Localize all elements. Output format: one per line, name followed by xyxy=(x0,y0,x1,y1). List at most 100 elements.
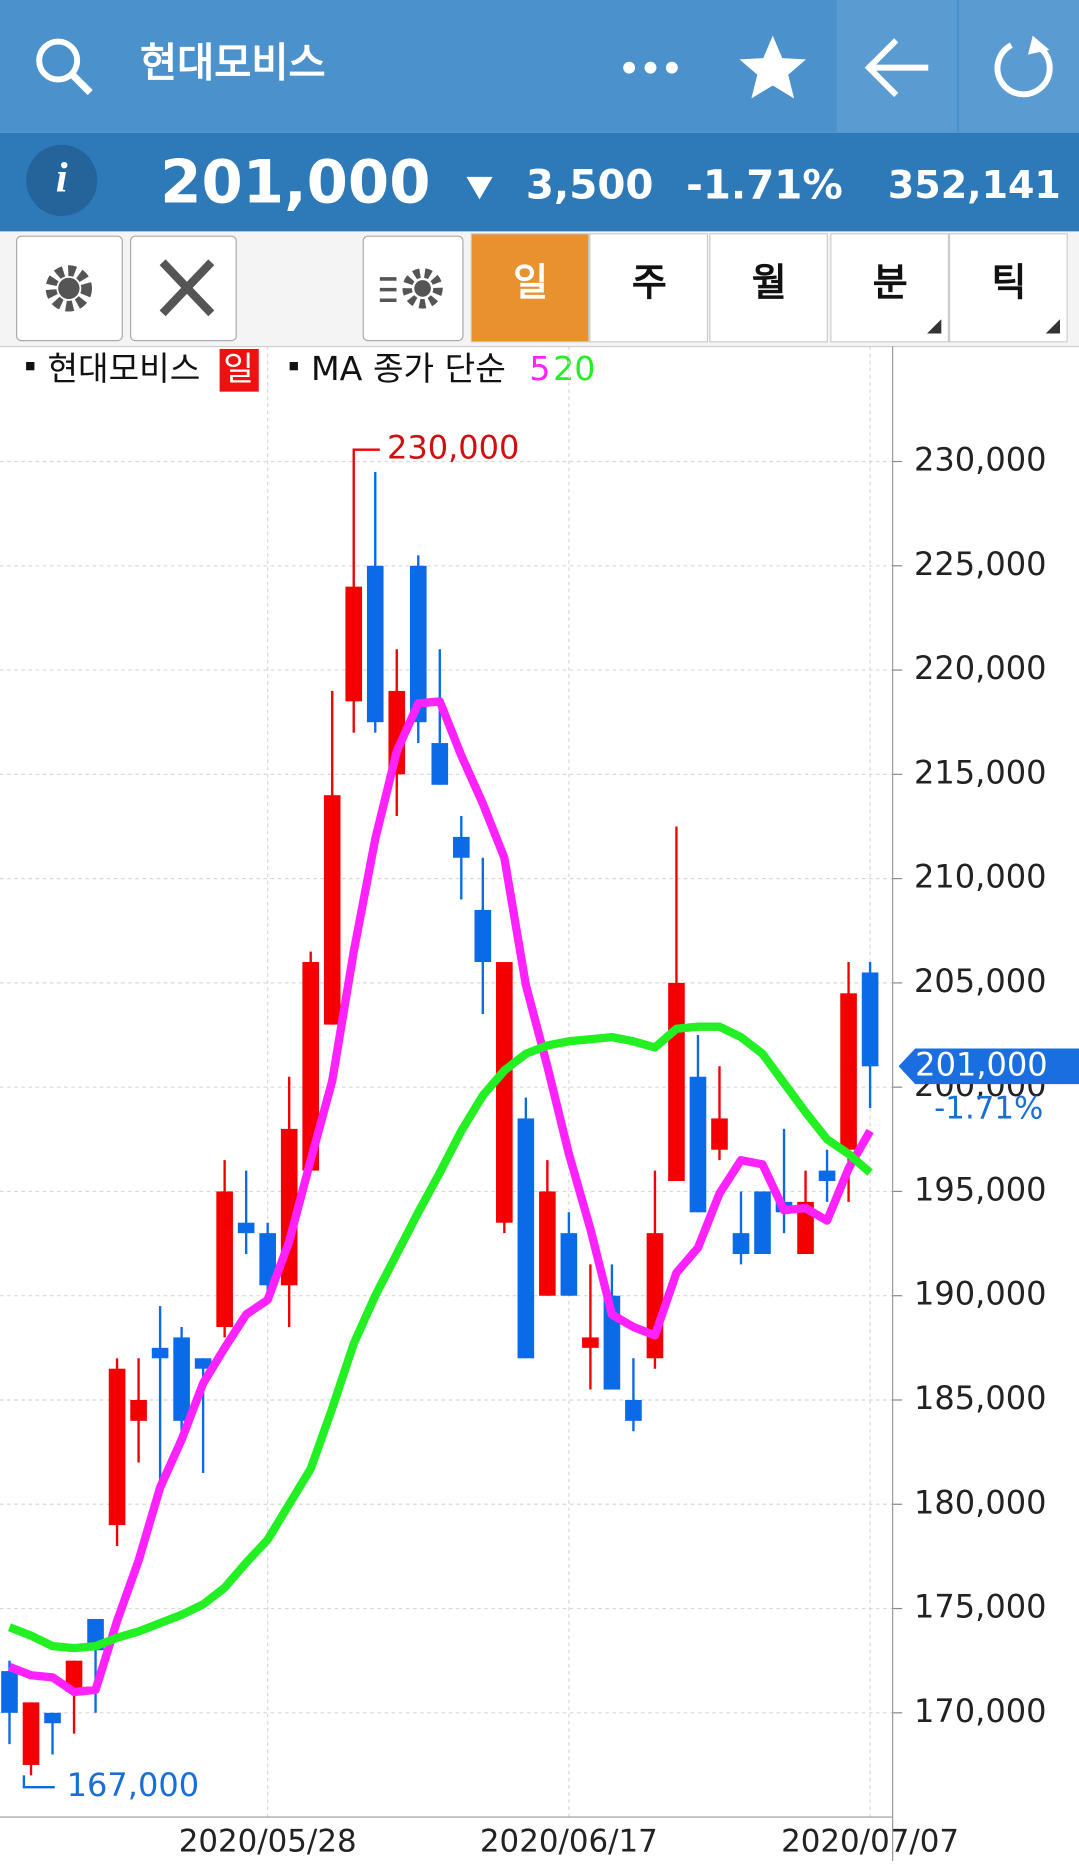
tab-bg xyxy=(830,233,950,343)
candle-body xyxy=(668,982,685,1182)
candle-body xyxy=(366,565,384,723)
indicator-button[interactable] xyxy=(362,235,464,342)
y-tick-label: 170,000 xyxy=(914,1692,1046,1730)
tab-bg xyxy=(589,233,709,343)
y-tick-label: 210,000 xyxy=(914,858,1046,896)
candle-body xyxy=(173,1337,190,1421)
ma-line xyxy=(7,1022,873,1653)
change: 3,500 xyxy=(526,162,654,209)
y-tick-label: 215,000 xyxy=(914,753,1046,791)
candle-body xyxy=(237,1222,255,1234)
candle-body xyxy=(44,1712,61,1724)
candle-body xyxy=(302,962,320,1171)
quote-bar xyxy=(0,132,1079,232)
candle-body xyxy=(1,1671,18,1713)
y-tick-label: 180,000 xyxy=(914,1483,1046,1521)
volume: 352,141 xyxy=(888,163,1061,207)
more-button[interactable] xyxy=(623,61,678,74)
y-tick-label: 195,000 xyxy=(914,1170,1046,1208)
candle-body xyxy=(818,1170,836,1182)
last-price-tag xyxy=(898,1048,1079,1085)
candle-body xyxy=(151,1347,169,1359)
tab-bg xyxy=(470,233,590,343)
x-tick-label: 2020/06/17 xyxy=(480,1824,658,1860)
max-label: 230,000 xyxy=(387,429,519,467)
candle-body xyxy=(216,1191,233,1327)
candle-body xyxy=(22,1702,40,1765)
chart-legend: 현대모비스 일 MA 종가 단순 xyxy=(26,349,506,392)
candle-body xyxy=(108,1368,126,1526)
y-tick-label: 225,000 xyxy=(914,545,1046,583)
min-arrow xyxy=(22,1775,55,1789)
period-tab[interactable]: 일 xyxy=(470,233,590,343)
legend-ma-period: 5 xyxy=(529,349,550,388)
candle-body xyxy=(409,565,427,723)
tab-menu-triangle xyxy=(927,319,942,334)
candle-body xyxy=(345,586,363,702)
candle-body xyxy=(560,1233,578,1296)
tab-label: 분 xyxy=(873,260,908,304)
tab-bg xyxy=(709,233,828,343)
tab-label: 월 xyxy=(752,260,787,304)
legend-ma: MA 종가 단순 xyxy=(311,349,506,388)
candle-body xyxy=(496,962,513,1223)
refresh-icon xyxy=(994,42,1053,98)
tab-label: 틱 xyxy=(991,260,1026,304)
x-tick-label: 2020/05/28 xyxy=(179,1824,357,1860)
y-tick-label: 205,000 xyxy=(914,962,1046,1000)
candle-body xyxy=(625,1399,642,1421)
legend-period: 일 xyxy=(223,349,254,388)
candle-body xyxy=(582,1337,599,1348)
candle-body xyxy=(323,795,341,1025)
candle-body xyxy=(452,836,470,858)
period-tab[interactable]: 틱 xyxy=(949,233,1068,343)
ma-line xyxy=(7,697,874,1697)
price: 201,000 xyxy=(160,147,430,216)
candle-body xyxy=(259,1233,276,1286)
legend-period-box xyxy=(219,348,259,392)
candle-body xyxy=(861,972,879,1067)
tab-bg xyxy=(949,233,1068,343)
tab-label: 주 xyxy=(632,260,667,304)
y-tick-label: 230,000 xyxy=(914,441,1046,479)
last-change-label: -1.71% xyxy=(934,1091,1043,1127)
candle-body xyxy=(689,1076,707,1213)
change-pct: -1.71% xyxy=(686,162,843,209)
candle-body xyxy=(711,1118,728,1150)
y-tick-label: 190,000 xyxy=(914,1275,1046,1313)
x-tick-label: 2020/07/07 xyxy=(781,1824,959,1860)
min-label: 167,000 xyxy=(67,1766,199,1804)
period-tab[interactable]: 주 xyxy=(589,233,709,343)
tools-button[interactable] xyxy=(129,235,237,342)
max-arrow xyxy=(352,448,380,462)
last-price-label: 201,000 xyxy=(915,1045,1047,1083)
info-icon: i xyxy=(56,154,68,201)
period-tab[interactable]: 분 xyxy=(830,233,950,343)
candle-body xyxy=(539,1191,556,1296)
tab-label: 일 xyxy=(513,260,548,304)
candle-body xyxy=(194,1358,212,1369)
search-button[interactable] xyxy=(36,38,93,96)
favorite-button[interactable] xyxy=(739,35,806,99)
legend-bullet xyxy=(26,361,35,371)
candle-body xyxy=(732,1233,750,1255)
y-tick-label: 175,000 xyxy=(914,1588,1046,1626)
candle-body xyxy=(646,1233,664,1359)
candle-body xyxy=(431,743,449,785)
legend-bullet xyxy=(289,361,298,371)
refresh-button[interactable] xyxy=(959,0,1079,133)
candle-body xyxy=(474,909,492,963)
back-icon xyxy=(864,38,929,98)
info-button[interactable] xyxy=(26,144,98,217)
legend-stock: 현대모비스 xyxy=(47,349,200,388)
down-triangle xyxy=(466,176,493,200)
candle-body xyxy=(754,1191,771,1255)
refresh-arrow xyxy=(1027,35,1050,55)
candle-body xyxy=(130,1399,147,1421)
legend-ma-period: 20 xyxy=(553,349,595,388)
period-tab[interactable]: 월 xyxy=(709,233,828,343)
settings-button[interactable] xyxy=(16,235,123,342)
y-tick-label: 185,000 xyxy=(914,1379,1046,1417)
